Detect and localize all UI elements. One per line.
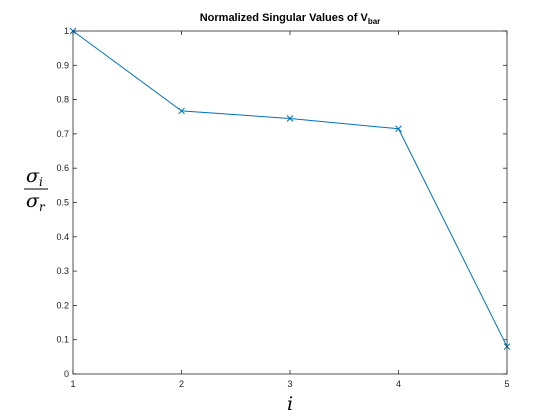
y-label-denominator-sigma: σ [26,190,40,212]
y-tick-label: 1 [64,26,69,36]
x-tick-label: 2 [179,379,184,389]
chart-title-subscript: bar [368,17,380,26]
y-tick-label: 0.6 [56,163,69,173]
ticks: 0 0.1 0.2 0.3 0.4 0.5 0.6 0.7 0.8 0.9 1 1 2 3 4 5 [56,26,509,389]
x-tick-label: 3 [287,379,292,389]
axes-box [72,30,508,375]
data-point-marker [178,107,185,115]
y-label-numerator-sigma: σ [26,165,40,187]
x-tick-label: 1 [70,379,75,389]
data-point-marker [395,125,402,133]
chart-title-main: Normalized Singular Values of V [200,12,369,24]
chart-title: Normalized Singular Values of Vbar [200,12,381,26]
y-tick-label: 0 [64,369,69,379]
x-tick-label: 5 [504,379,509,389]
y-tick-label: 0.5 [56,198,69,208]
y-tick-label: 0.9 [56,60,69,70]
y-label-denominator-sub: r [39,200,46,214]
y-axis-label: σi σr [24,165,48,214]
y-tick-label: 0.7 [56,129,69,139]
x-axis-label: i [287,393,293,415]
x-tick-label: 4 [396,379,401,389]
y-tick-label: 0.2 [56,300,69,310]
y-tick-label: 0.8 [56,95,69,105]
data-point-marker [286,115,294,122]
y-tick-label: 0.3 [56,266,69,276]
y-label-denominator: σr [26,190,46,214]
y-tick-label: 0.4 [56,232,69,242]
plot-area [73,31,507,374]
y-label-numerator-sub: i [39,175,43,189]
y-tick-label: 0.1 [56,335,69,345]
y-label-numerator: σi [26,165,43,189]
series-layer [69,27,511,350]
